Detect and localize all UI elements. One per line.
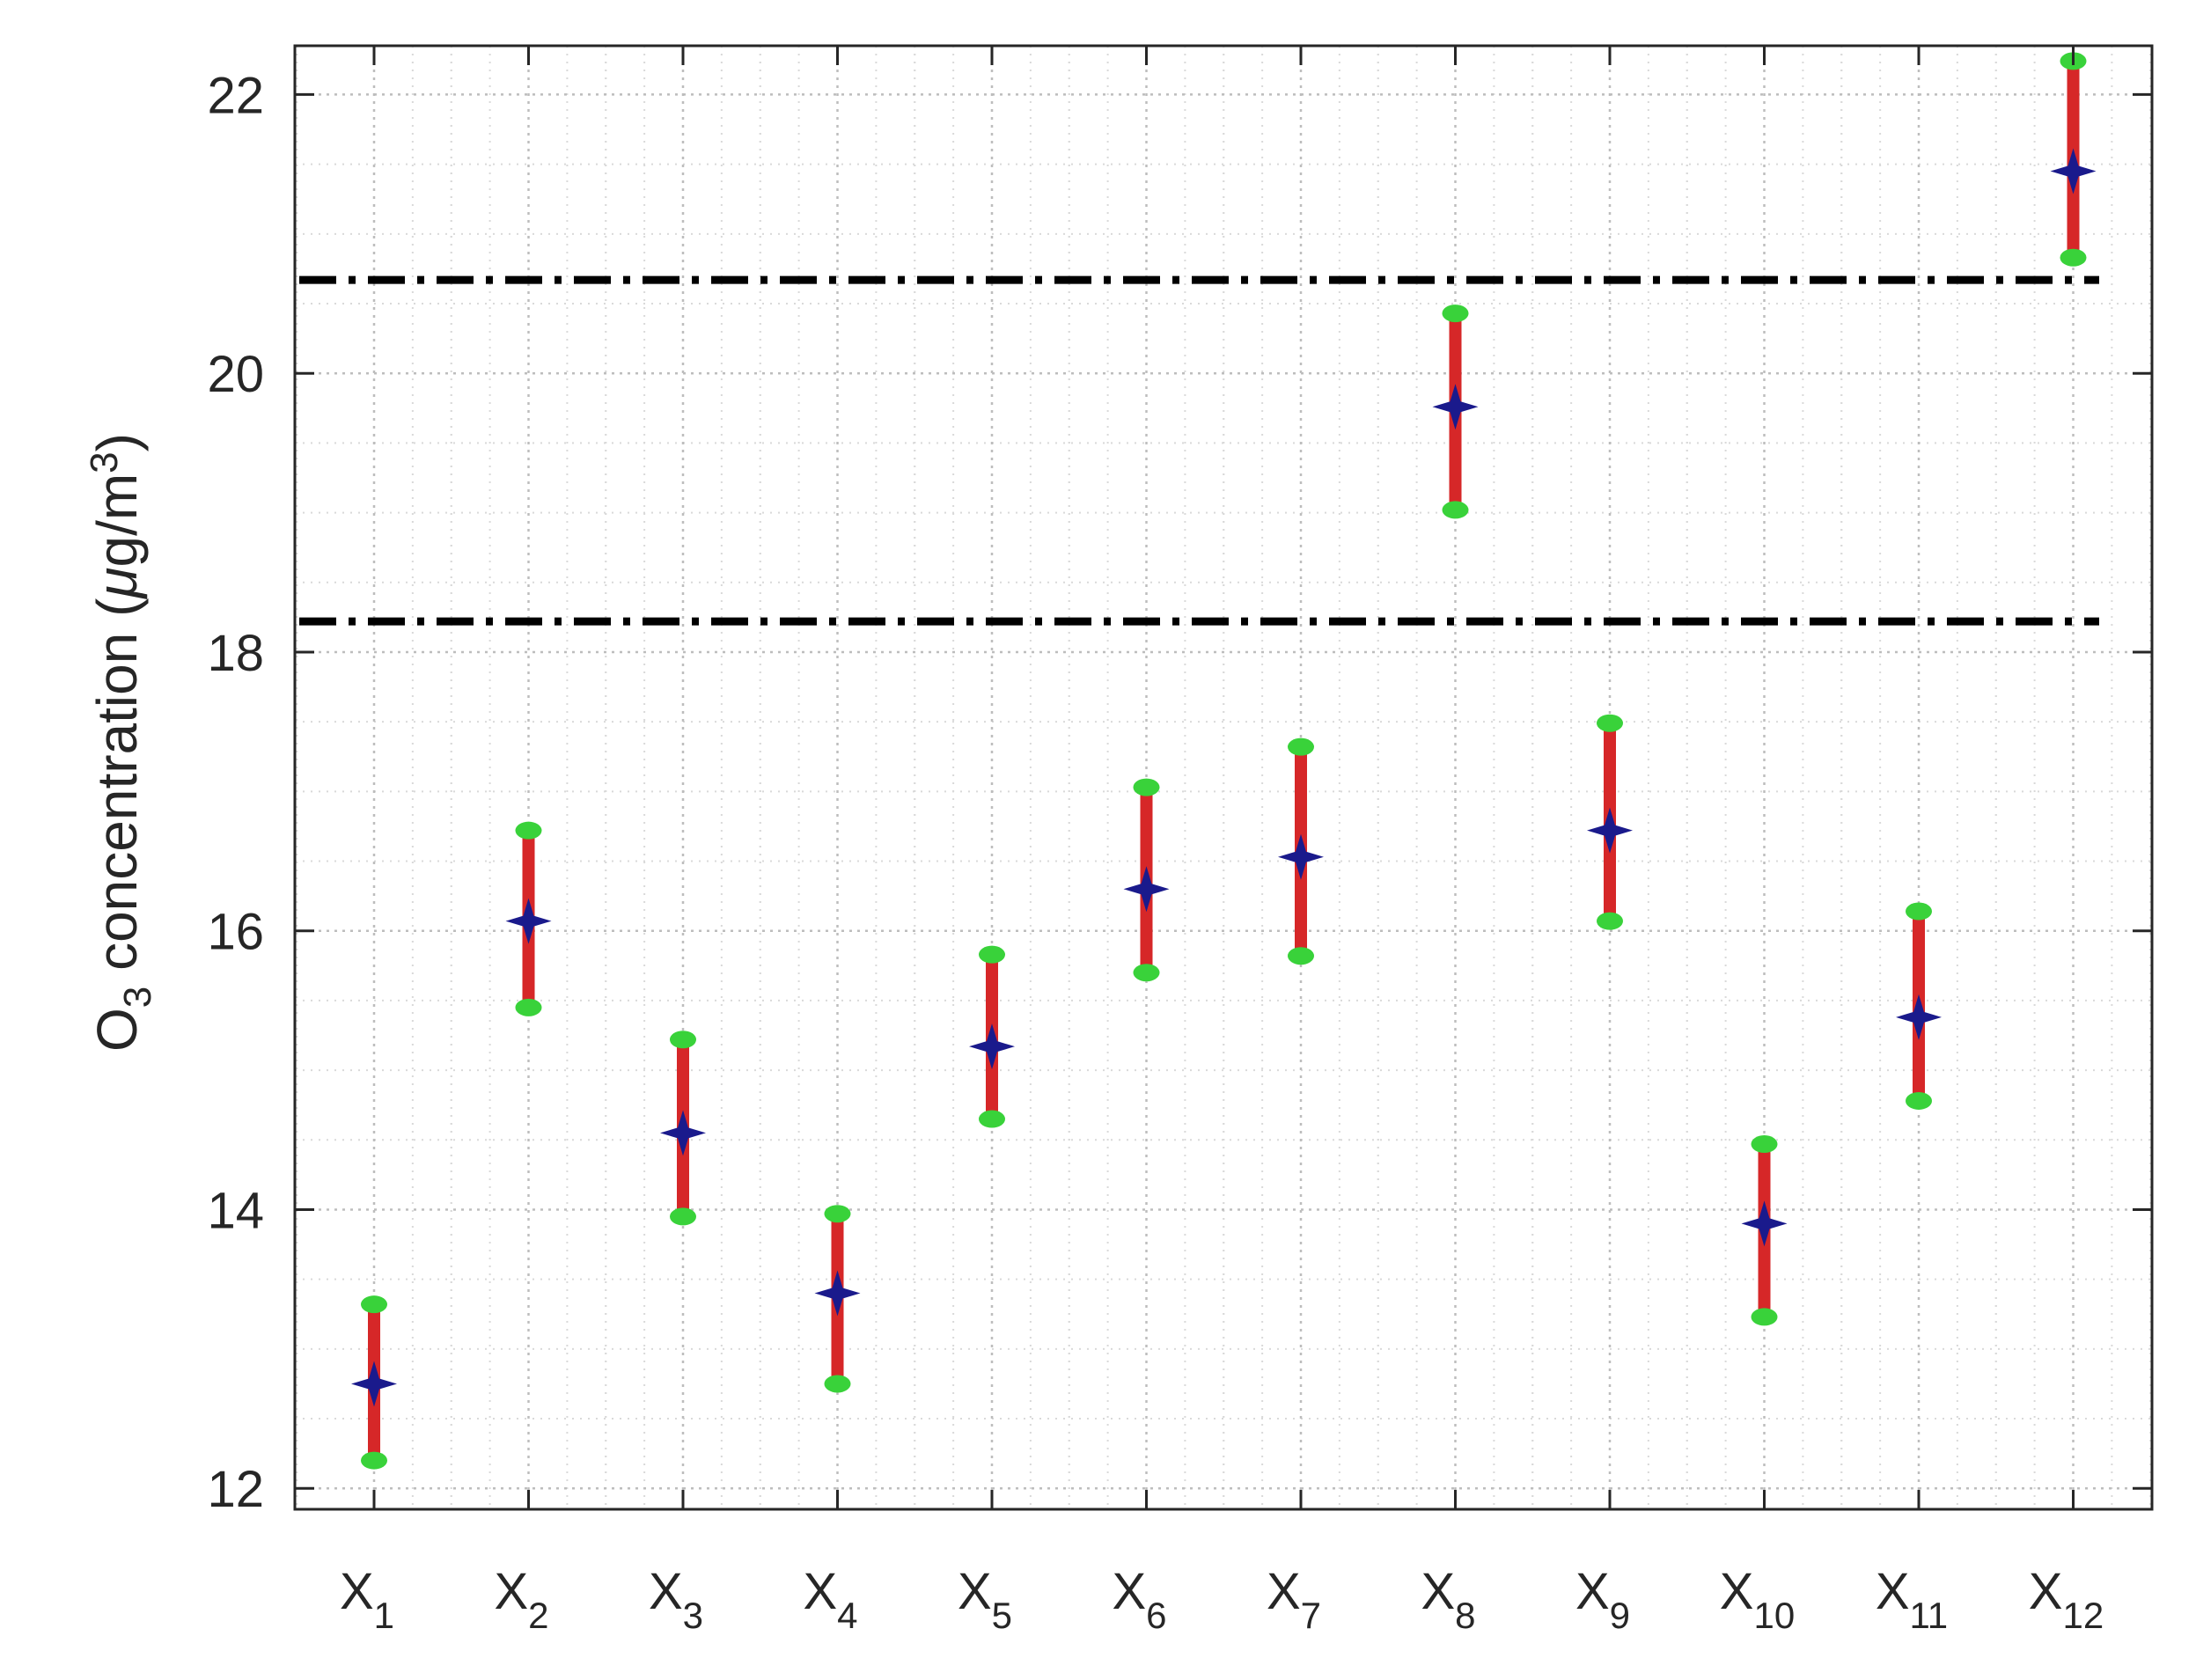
y-axis-label-unit: g/m bbox=[85, 473, 149, 568]
center-point-marker bbox=[1432, 384, 1479, 430]
errorbar-lower-cap bbox=[1442, 501, 1469, 519]
axis-titles: O3 concentration (μg/m3) bbox=[83, 433, 159, 1052]
center-point-marker bbox=[1741, 1200, 1788, 1247]
y-axis-label-prefix: O bbox=[85, 1008, 149, 1052]
errorbar-lower-cap bbox=[1597, 912, 1623, 930]
x-tick-label-sub: 9 bbox=[1610, 1595, 1630, 1636]
errorbar-upper-cap bbox=[1442, 304, 1469, 323]
x-tick-label-base: X bbox=[2029, 1563, 2063, 1620]
x-tick-label-base: X bbox=[1720, 1563, 1754, 1620]
errorbar-lower-cap bbox=[515, 998, 542, 1016]
plot-frame bbox=[293, 44, 2154, 1511]
x-tick-label-base: X bbox=[1421, 1563, 1455, 1620]
x-tick-label-sub: 11 bbox=[1910, 1595, 1949, 1636]
y-tick-label: 14 bbox=[207, 1182, 264, 1239]
x-tick-label: X7 bbox=[1267, 1563, 1321, 1636]
errorbar-upper-cap bbox=[1751, 1135, 1778, 1154]
y-axis-label-prefix-sub: 3 bbox=[116, 987, 159, 1008]
x-tick-label: X2 bbox=[494, 1563, 548, 1636]
y-axis-label-unit-sup: 3 bbox=[83, 451, 126, 473]
axes bbox=[293, 44, 2154, 1511]
errorbar-lower-cap bbox=[1751, 1308, 1778, 1326]
errorbar-lower-cap bbox=[979, 1110, 1005, 1128]
x-tick-label-base: X bbox=[1575, 1563, 1610, 1620]
x-tick-label-base: X bbox=[1112, 1563, 1146, 1620]
center-point-marker bbox=[505, 898, 552, 944]
x-tick-label-base: X bbox=[340, 1563, 374, 1620]
center-point-marker bbox=[1896, 994, 1942, 1040]
x-tick-label: X1 bbox=[340, 1563, 394, 1636]
x-tick-label-base: X bbox=[649, 1563, 683, 1620]
reference-lines bbox=[299, 275, 2099, 626]
x-tick-label-sub: 12 bbox=[2062, 1595, 2104, 1636]
x-tick-label-base: X bbox=[958, 1563, 992, 1620]
errorbar-upper-cap bbox=[1906, 902, 1932, 921]
x-tick-label: X5 bbox=[958, 1563, 1012, 1636]
x-tick-label-sub: 8 bbox=[1455, 1595, 1475, 1636]
x-tick-label-sub: 1 bbox=[374, 1595, 394, 1636]
x-tick-label-sub: 4 bbox=[837, 1595, 857, 1636]
x-tick-label-sub: 6 bbox=[1146, 1595, 1166, 1636]
errorbar-upper-cap bbox=[824, 1205, 851, 1223]
center-point-marker bbox=[660, 1110, 706, 1156]
x-tick-label-sub: 3 bbox=[683, 1595, 703, 1636]
center-point-marker bbox=[351, 1361, 397, 1407]
center-point-marker bbox=[1278, 833, 1324, 880]
x-tick-label-sub: 2 bbox=[528, 1595, 548, 1636]
x-tick-label-sub: 7 bbox=[1301, 1595, 1321, 1636]
y-axis-label-close: ) bbox=[85, 433, 149, 451]
x-tick-label: X9 bbox=[1575, 1563, 1630, 1636]
x-tick-label: X11 bbox=[1876, 1563, 1948, 1636]
errorbar-lower-cap bbox=[1906, 1091, 1932, 1110]
x-tick-label: X6 bbox=[1112, 1563, 1166, 1636]
y-axis-label: O3 concentration (μg/m3) bbox=[83, 433, 159, 1052]
x-tick-label-sub: 5 bbox=[992, 1595, 1012, 1636]
center-point-marker bbox=[2050, 148, 2097, 194]
errorbar-upper-cap bbox=[515, 821, 542, 840]
errorbar-upper-cap bbox=[361, 1295, 387, 1314]
x-tick-label-sub: 10 bbox=[1753, 1595, 1795, 1636]
errorbar-lower-cap bbox=[824, 1375, 851, 1393]
errorbar-lower-cap bbox=[670, 1207, 696, 1226]
errorbar-lower-cap bbox=[2060, 248, 2087, 267]
center-point-marker bbox=[814, 1270, 861, 1317]
errorbar-upper-cap bbox=[670, 1031, 696, 1049]
x-tick-label-base: X bbox=[803, 1563, 837, 1620]
y-tick-label: 16 bbox=[207, 904, 264, 961]
x-tick-label-base: X bbox=[494, 1563, 528, 1620]
center-point-marker bbox=[1587, 807, 1633, 854]
errorbar-upper-cap bbox=[979, 945, 1005, 964]
errorbar-upper-cap bbox=[1597, 714, 1623, 732]
errorbar-lower-cap bbox=[1133, 964, 1160, 982]
y-axis-label-main: concentration ( bbox=[85, 598, 149, 987]
x-tick-label: X3 bbox=[649, 1563, 703, 1636]
x-tick-label: X8 bbox=[1421, 1563, 1475, 1636]
center-point-marker bbox=[1123, 866, 1170, 913]
errorbar-upper-cap bbox=[1288, 737, 1314, 756]
x-tick-label-base: X bbox=[1876, 1563, 1910, 1620]
x-tick-label: X4 bbox=[803, 1563, 857, 1636]
y-tick-label: 12 bbox=[207, 1461, 264, 1518]
y-axis-label-mu: μ bbox=[85, 568, 149, 600]
errorbars bbox=[351, 52, 2097, 1470]
x-tick-label: X10 bbox=[1720, 1563, 1795, 1636]
errorbar-lower-cap bbox=[1288, 947, 1314, 965]
errorbar-lower-cap bbox=[361, 1451, 387, 1470]
y-tick-label: 22 bbox=[207, 67, 264, 124]
center-point-marker bbox=[969, 1023, 1015, 1070]
x-tick-label: X12 bbox=[2029, 1563, 2104, 1636]
y-tick-label: 18 bbox=[207, 625, 264, 682]
x-tick-label-base: X bbox=[1267, 1563, 1301, 1620]
errorbar-upper-cap bbox=[1133, 778, 1160, 796]
y-tick-label: 20 bbox=[207, 346, 264, 403]
grid-layer bbox=[295, 46, 2152, 1509]
